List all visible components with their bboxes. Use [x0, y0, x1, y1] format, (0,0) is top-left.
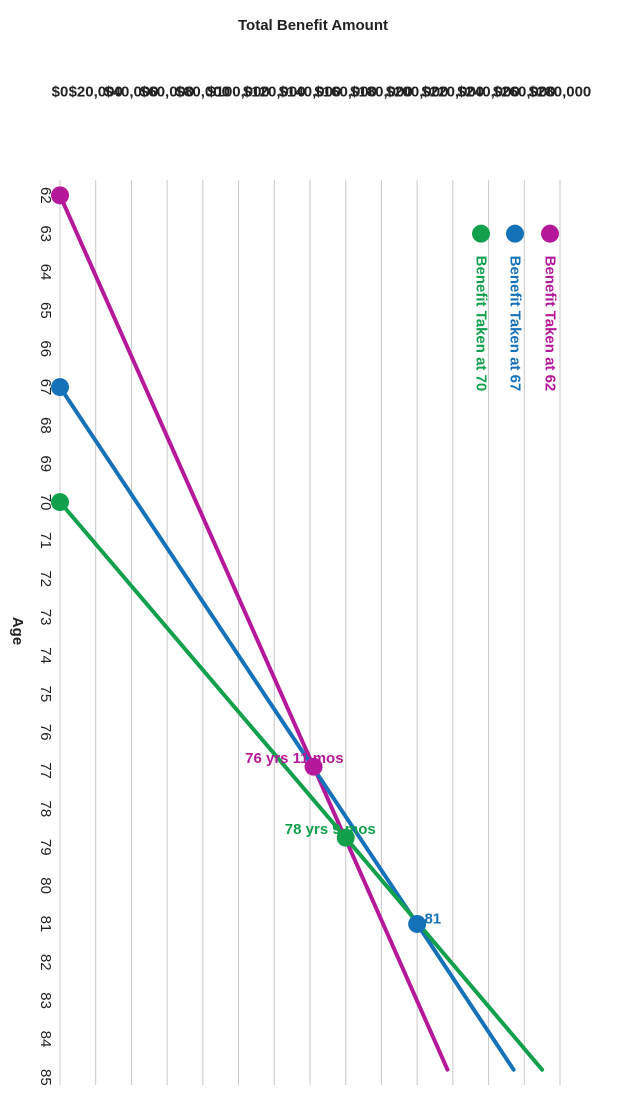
- data-point-marker: [336, 828, 355, 847]
- x-tick-label: 62: [37, 187, 54, 204]
- x-tick-labels: 62 63 64 65 66 67 68 69 70 71 72 73 74 75 76 77 78 79 80 81…: [37, 187, 54, 1086]
- y-tick-label: $220,000: [422, 84, 485, 101]
- y-tick-label: $240,000: [457, 84, 520, 101]
- crossover-annotations: 76 yrs 11 mos 78 yrs 9 mos 81: [245, 750, 441, 927]
- annotation-label: 76 yrs 11 mos: [245, 750, 343, 767]
- series-line-3: [58, 500, 545, 1072]
- y-tick-label: $260,000: [493, 84, 556, 101]
- annotation-label: 81: [424, 910, 441, 927]
- x-tick-label: 72: [37, 570, 54, 587]
- data-point-marker: [304, 757, 323, 776]
- y-tick-label: $40,000: [104, 84, 158, 101]
- y-tick-label: $100,000: [207, 84, 270, 101]
- annotation-label: 78 yrs 9 mos: [285, 821, 376, 838]
- x-tick-label: 77: [37, 762, 54, 779]
- legend-label: Benefit Taken at 62: [542, 256, 559, 392]
- x-tick-label: 71: [37, 532, 54, 549]
- x-tick-label: 73: [37, 609, 54, 626]
- x-tick-label: 63: [37, 225, 54, 242]
- series-line-1: [58, 193, 450, 1072]
- y-tick-label: $20,000: [69, 84, 123, 101]
- legend-swatch: [541, 224, 559, 243]
- x-tick-label: 74: [37, 647, 54, 664]
- legend-label: Benefit Taken at 67: [507, 256, 524, 392]
- x-tick-label: 80: [37, 877, 54, 894]
- x-tick-label: 64: [37, 264, 54, 281]
- x-tick-label: 66: [37, 340, 54, 357]
- legend: Benefit Taken at 62 Benefit Taken at 67 Be…: [472, 224, 559, 392]
- legend-label: Benefit Taken at 70: [473, 256, 490, 392]
- y-tick-labels: $0 $20,000$40,000$60,000$80,000$100,000$1…: [52, 84, 592, 101]
- y-tick-label: $120,000: [243, 84, 306, 101]
- y-tick-label: $280,000: [529, 84, 592, 101]
- y-tick-label: $200,000: [386, 84, 449, 101]
- x-tick-label: 65: [37, 302, 54, 319]
- x-tick-label: 82: [37, 954, 54, 971]
- x-tick-label: 75: [37, 686, 54, 703]
- x-tick-label: 76: [37, 724, 54, 741]
- legend-swatch: [506, 224, 524, 243]
- x-tick-label: 79: [37, 839, 54, 856]
- y-tick-label: $60,000: [140, 84, 194, 101]
- y-tick-label: $140,000: [279, 84, 342, 101]
- legend-swatch: [472, 224, 490, 243]
- x-tick-label: 78: [37, 801, 54, 818]
- y-tick-label: $180,000: [350, 84, 413, 101]
- x-tick-label: 84: [37, 1031, 54, 1048]
- x-tick-label: 69: [37, 455, 54, 472]
- series-lines: [58, 193, 545, 1072]
- data-point-marker: [51, 186, 69, 205]
- data-point-marker: [51, 493, 69, 512]
- x-axis-title: Age: [9, 617, 26, 645]
- chart-title: Total Benefit Amount: [238, 17, 388, 34]
- x-tick-label: 70: [37, 494, 54, 511]
- series-markers: [51, 186, 427, 933]
- data-point-marker: [408, 914, 427, 933]
- x-tick-label: 85: [37, 1069, 54, 1086]
- y-tick-label: $80,000: [176, 84, 230, 101]
- x-tick-label: 67: [37, 379, 54, 396]
- y-tick-label: $0: [52, 84, 69, 101]
- x-tick-label: 68: [37, 417, 54, 434]
- y-gridlines: [59, 180, 561, 1085]
- series-line-2: [58, 385, 516, 1072]
- x-tick-label: 81: [37, 916, 54, 933]
- y-tick-label: $160,000: [314, 84, 377, 101]
- data-point-marker: [51, 378, 69, 397]
- x-tick-label: 83: [37, 992, 54, 1009]
